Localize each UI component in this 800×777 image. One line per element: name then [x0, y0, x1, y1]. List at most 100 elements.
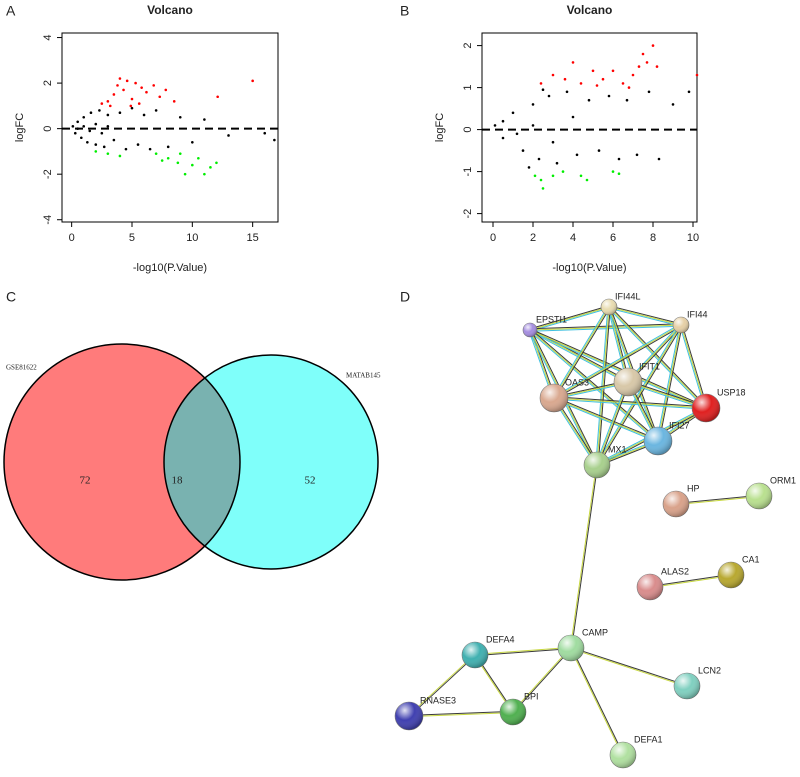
point — [511, 111, 515, 115]
node-shine — [614, 368, 642, 396]
point — [112, 93, 116, 96]
edge — [529, 324, 682, 331]
edge — [530, 328, 707, 408]
point — [94, 150, 98, 153]
point — [136, 143, 140, 146]
point — [531, 124, 535, 127]
node-label: HP — [687, 483, 700, 493]
point — [166, 145, 170, 149]
set-label: GSE81622 — [6, 364, 37, 372]
point — [98, 109, 101, 112]
node-shine — [673, 317, 689, 333]
y-axis-label: logFC — [434, 113, 446, 142]
point — [88, 129, 92, 133]
node-shine — [500, 699, 526, 725]
point — [130, 106, 134, 110]
edge — [681, 324, 708, 408]
panel-label: D — [400, 289, 410, 305]
edge — [553, 324, 682, 399]
point — [112, 138, 116, 142]
y-tick-label: 4 — [42, 34, 54, 40]
point — [102, 145, 106, 149]
panel-label: C — [6, 289, 16, 305]
point — [203, 118, 206, 121]
point — [152, 84, 156, 87]
point — [563, 77, 567, 81]
point — [80, 136, 83, 140]
point — [71, 125, 75, 128]
point — [555, 161, 559, 165]
point — [493, 124, 497, 127]
point — [579, 82, 583, 85]
point — [501, 119, 505, 123]
point — [94, 143, 98, 146]
node-shine — [395, 702, 423, 730]
x-tick-label: 15 — [247, 232, 259, 244]
point — [73, 131, 77, 135]
edge — [570, 648, 623, 756]
point — [191, 141, 194, 144]
point — [561, 170, 565, 173]
point — [537, 157, 541, 161]
venn-outline — [163, 354, 379, 570]
edge — [513, 648, 572, 713]
y-tick-label: 2 — [42, 80, 54, 86]
point — [134, 81, 137, 85]
plot-frame — [61, 32, 279, 223]
edge — [553, 323, 681, 398]
y-tick-label: 2 — [462, 43, 474, 49]
x-tick-label: 4 — [570, 232, 576, 244]
edge — [595, 324, 681, 465]
point — [541, 187, 545, 190]
point — [625, 98, 629, 102]
point — [647, 90, 651, 94]
edge — [679, 325, 706, 409]
point — [164, 88, 168, 92]
point — [521, 149, 525, 152]
edge — [680, 324, 707, 409]
point — [176, 161, 180, 165]
edge — [529, 305, 609, 330]
y-tick-label: -4 — [42, 215, 54, 225]
point — [148, 147, 152, 151]
edge — [408, 710, 513, 716]
edge — [475, 648, 572, 657]
point — [501, 136, 505, 140]
edge — [553, 397, 707, 409]
point — [655, 65, 659, 68]
node-label: ORM1 — [770, 475, 796, 485]
point — [539, 178, 543, 182]
point — [687, 90, 691, 94]
point — [191, 163, 194, 167]
point — [641, 52, 645, 56]
edge — [608, 306, 707, 409]
node-shine — [523, 323, 537, 337]
edge — [657, 324, 682, 442]
point — [617, 172, 621, 175]
venn-count: 18 — [172, 475, 184, 487]
point — [145, 90, 148, 94]
x-axis-label: -log10(P.Value) — [552, 262, 626, 274]
point — [611, 69, 615, 73]
node-label: MX1 — [608, 444, 627, 454]
point — [627, 86, 631, 89]
point — [551, 73, 555, 77]
point — [263, 131, 267, 135]
node-shine — [601, 299, 617, 315]
point — [158, 95, 162, 99]
point — [172, 100, 176, 103]
point — [617, 157, 621, 161]
edge — [554, 396, 707, 408]
edge — [650, 575, 732, 589]
x-tick-label: 6 — [610, 232, 616, 244]
edge — [609, 305, 682, 325]
edge — [529, 323, 681, 330]
x-tick-label: 0 — [490, 232, 496, 244]
node-label: IFI27 — [669, 420, 690, 430]
x-tick-label: 2 — [530, 232, 536, 244]
point — [154, 152, 158, 155]
node-label: ALAS2 — [661, 566, 689, 576]
node-label: BPI — [524, 691, 539, 701]
point — [591, 69, 595, 73]
point — [587, 98, 591, 102]
